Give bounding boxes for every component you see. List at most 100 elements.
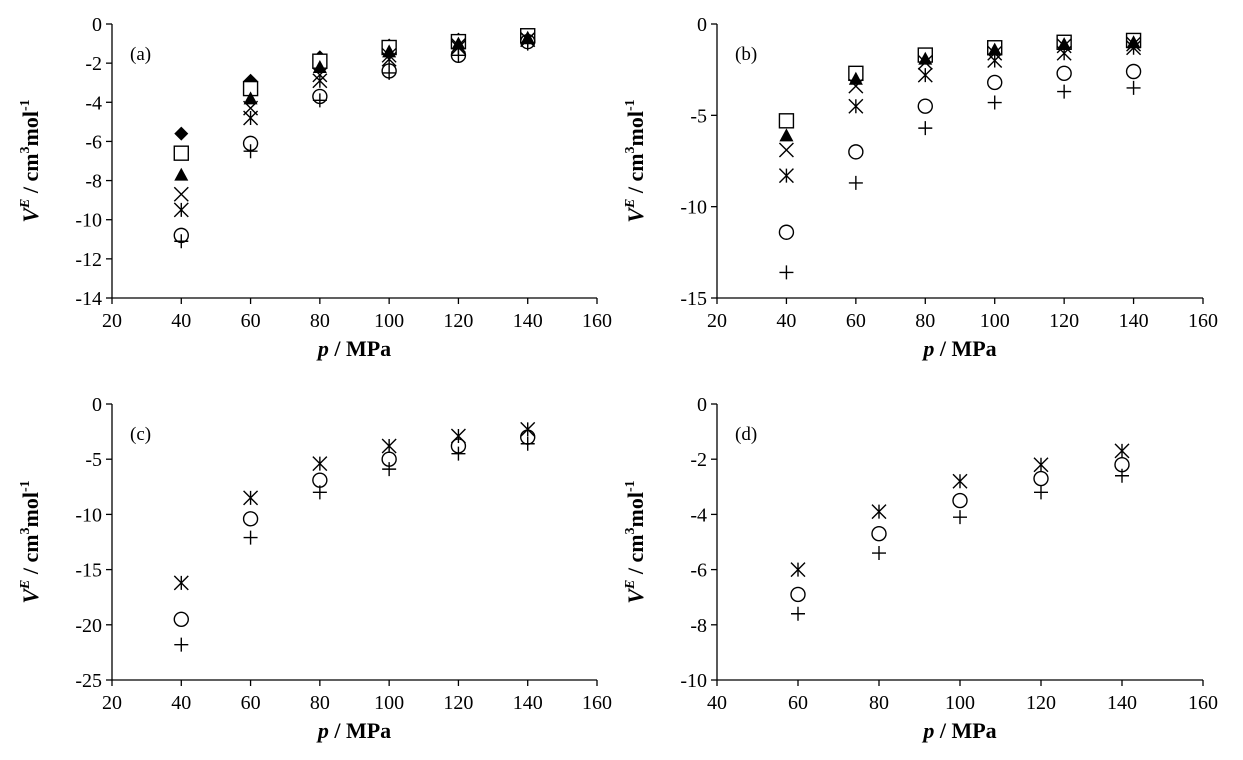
y-tick-label: -5 bbox=[690, 105, 707, 127]
x-marker bbox=[917, 54, 933, 70]
x-tick-label: 100 bbox=[374, 310, 404, 332]
plus-marker bbox=[987, 95, 1002, 110]
circle-marker bbox=[1033, 470, 1049, 487]
x-tick-label: 40 bbox=[171, 310, 191, 332]
data-series bbox=[173, 32, 536, 218]
data-series bbox=[778, 63, 1142, 240]
y-axis-label: VE / cm3mol-1 bbox=[18, 480, 43, 603]
plus-marker bbox=[382, 462, 397, 477]
y-axis-unit-cm: / cm bbox=[623, 153, 648, 198]
x-marker bbox=[778, 142, 794, 158]
plus-marker bbox=[174, 234, 189, 249]
circle-marker bbox=[987, 74, 1003, 91]
plus-marker bbox=[382, 65, 397, 80]
y-tick-label: 0 bbox=[92, 14, 102, 36]
x-tick-label: 120 bbox=[1049, 310, 1079, 332]
y-tick-label: -2 bbox=[690, 449, 707, 471]
y-axis-unit-mol: mol bbox=[18, 492, 43, 527]
asterisk-marker bbox=[1114, 443, 1130, 459]
plus-marker bbox=[243, 144, 258, 159]
x-tick-label: 140 bbox=[513, 692, 543, 714]
x-tick-label: 80 bbox=[869, 692, 889, 714]
data-series bbox=[778, 36, 1142, 158]
x-tick-label: 120 bbox=[443, 692, 473, 714]
y-axis-label: VE / cm3mol-1 bbox=[623, 99, 648, 222]
plus-marker bbox=[779, 265, 794, 280]
plus-marker bbox=[1057, 84, 1072, 99]
x-tick-label: 140 bbox=[1119, 310, 1149, 332]
y-axis-superscript-minus1: -1 bbox=[18, 480, 33, 492]
circle-marker bbox=[871, 526, 887, 542]
data-series bbox=[790, 457, 1130, 603]
y-tick-label: -12 bbox=[75, 249, 102, 271]
asterisk-marker bbox=[243, 110, 259, 126]
x-tick-label: 20 bbox=[102, 310, 122, 332]
triangle-marker bbox=[987, 42, 1002, 56]
x-tick-label: 80 bbox=[310, 692, 330, 714]
x-tick-label: 60 bbox=[241, 692, 261, 714]
data-series bbox=[173, 421, 536, 591]
y-axis-unit-cm: / cm bbox=[18, 153, 43, 198]
circle-marker bbox=[848, 144, 864, 160]
plus-marker bbox=[520, 36, 535, 51]
y-axis-unit-cm: / cm bbox=[623, 534, 648, 579]
plus-marker bbox=[953, 510, 967, 525]
y-axis-superscript-e: E bbox=[623, 199, 638, 209]
data-series bbox=[791, 468, 1129, 621]
data-series bbox=[778, 32, 1142, 129]
triangle-marker bbox=[918, 51, 933, 65]
plus-marker bbox=[1115, 468, 1129, 483]
data-series bbox=[779, 35, 1141, 142]
x-axis-label: p / MPa bbox=[921, 718, 996, 743]
data-series bbox=[174, 28, 535, 141]
y-tick-label: -10 bbox=[680, 670, 707, 692]
data-series bbox=[173, 28, 536, 161]
x-marker bbox=[173, 186, 189, 202]
x-tick-label: 40 bbox=[776, 310, 796, 332]
y-tick-label: -10 bbox=[680, 197, 707, 219]
circle-marker bbox=[1125, 63, 1142, 80]
data-series bbox=[790, 443, 1130, 578]
asterisk-marker bbox=[848, 98, 864, 114]
asterisk-marker bbox=[987, 53, 1003, 69]
triangle-marker bbox=[312, 60, 327, 74]
asterisk-marker bbox=[520, 421, 536, 437]
y-axis-superscript-minus1: -1 bbox=[623, 480, 638, 492]
y-tick-label: -4 bbox=[85, 92, 102, 114]
plus-marker bbox=[243, 530, 258, 545]
x-axis-symbol: p bbox=[316, 336, 329, 361]
y-axis-superscript-e: E bbox=[18, 199, 33, 209]
data-series bbox=[174, 436, 535, 652]
x-tick-label: 120 bbox=[443, 310, 473, 332]
y-tick-label: 0 bbox=[697, 14, 707, 36]
y-axis-superscript-minus1: -1 bbox=[18, 99, 33, 111]
x-marker bbox=[1056, 38, 1072, 54]
asterisk-marker bbox=[1056, 45, 1072, 61]
y-axis-superscript-3: 3 bbox=[623, 527, 638, 534]
y-tick-label: 0 bbox=[92, 394, 102, 416]
asterisk-marker bbox=[1033, 457, 1049, 473]
x-tick-label: 120 bbox=[1026, 692, 1056, 714]
square-marker bbox=[778, 113, 795, 129]
plus-marker bbox=[312, 485, 327, 500]
triangle-marker bbox=[174, 167, 189, 181]
y-tick-label: -6 bbox=[690, 560, 707, 582]
plus-marker bbox=[918, 121, 933, 136]
diamond-marker bbox=[174, 126, 189, 141]
y-tick-label: -15 bbox=[680, 288, 707, 310]
x-tick-label: 100 bbox=[945, 692, 975, 714]
x-axis-unit: / MPa bbox=[329, 718, 391, 743]
y-tick-label: -14 bbox=[75, 288, 102, 310]
y-axis-symbol: V bbox=[623, 206, 648, 223]
x-axis-unit: / MPa bbox=[329, 336, 391, 361]
data-series bbox=[779, 80, 1141, 280]
panel-label: (a) bbox=[130, 44, 151, 65]
x-tick-label: 60 bbox=[788, 692, 808, 714]
triangle-marker bbox=[779, 128, 794, 142]
y-axis-symbol: V bbox=[18, 587, 43, 604]
x-tick-label: 160 bbox=[582, 692, 612, 714]
plus-marker bbox=[312, 93, 327, 108]
